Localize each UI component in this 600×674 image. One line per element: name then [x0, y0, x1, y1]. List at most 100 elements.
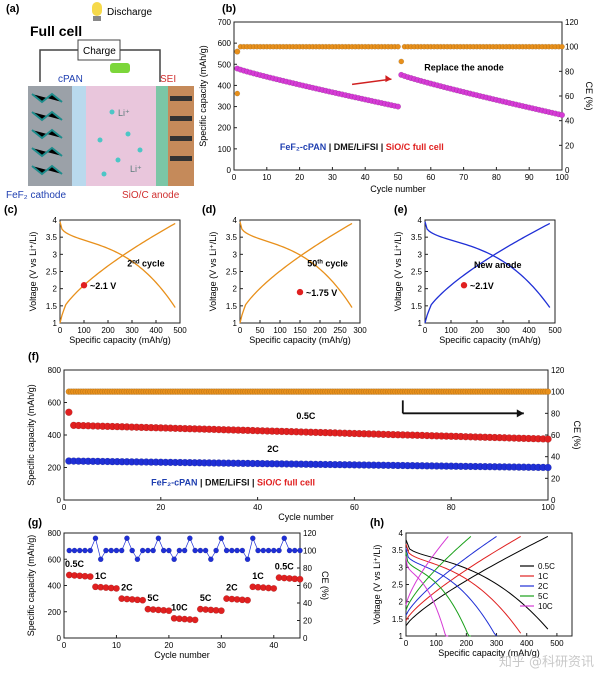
y-axis-label-b: Specific capacity (mAh/g) [198, 45, 208, 147]
ce-point-g [197, 547, 204, 554]
y2-axis-label-b: CE (%) [584, 82, 594, 111]
ce-point-g [234, 547, 240, 554]
rate-label-g: 0.5C [275, 562, 295, 572]
y2-tick-label-b: 100 [565, 43, 579, 52]
y-tick-label-h: 1.5 [392, 615, 404, 624]
y2-tick-label-g: 100 [303, 547, 317, 556]
y-tick-label-f: 200 [48, 464, 62, 473]
ce-point-g [260, 547, 267, 554]
y-tick-label-b: 300 [218, 103, 232, 112]
y2-tick-label-f: 40 [551, 453, 560, 462]
x-tick-label-b: 40 [361, 173, 370, 182]
anode-layer-pattern [170, 96, 192, 161]
x-tick-label-g: 30 [217, 641, 226, 650]
capacity-point-g [191, 616, 199, 624]
cycle-suffix-d: th [317, 259, 323, 265]
legend-f: FeF₂-cPAN | DME/LiFSI | SiO/C full cell [151, 478, 315, 488]
capacity-point-g [113, 584, 120, 592]
rate-label-g: 1C [252, 571, 264, 581]
x-tick-label-c: 400 [149, 326, 163, 335]
ce-point-g [124, 535, 130, 542]
panel-label-h: (h) [370, 517, 384, 529]
ce-point-g [66, 547, 73, 554]
rate-label-0.5c: 0.5C [296, 411, 316, 421]
discharge-label: Discharge [107, 7, 152, 18]
y2-tick-label-g: 0 [303, 634, 308, 643]
ce-point-g [82, 547, 88, 554]
x-axis-label-b: Cycle number [370, 184, 426, 194]
x-tick-label-d: 50 [256, 326, 265, 335]
panel-label-f: (f) [28, 351, 39, 363]
capacity-point-g [165, 607, 173, 615]
x-tick-label-h: 0 [404, 639, 409, 648]
x-tick-label-f: 40 [253, 503, 262, 512]
capacity-point-g [217, 607, 225, 615]
sei-label: SEI [160, 74, 176, 85]
cycle-word-d: cycle [323, 258, 348, 268]
ce-point-g [265, 547, 272, 554]
y-tick-label-d: 3.5 [226, 233, 238, 242]
x-tick-label-b: 0 [232, 173, 237, 182]
charge-curve-h [405, 536, 472, 611]
x-tick-label-e: 300 [496, 326, 510, 335]
ce-point-g [150, 547, 156, 554]
y2-tick-label-g: 60 [303, 582, 312, 591]
panel-label-b: (b) [222, 3, 236, 15]
x-tick-label-b: 10 [262, 173, 271, 182]
x-tick-label-c: 200 [101, 326, 115, 335]
bulb-icon [92, 2, 102, 16]
ce-point-g [202, 547, 209, 554]
legend-anode-b: SiO/C full cell [386, 142, 444, 152]
legend-label-h: 1C [538, 572, 548, 581]
legend-electrolyte-b: | DME/LiFSI | [326, 142, 386, 152]
x-tick-label-b: 60 [426, 173, 435, 182]
y2-tick-label-f: 120 [551, 366, 565, 375]
y-tick-label-c: 2 [53, 285, 58, 294]
legend-label-h: 0.5C [538, 562, 555, 571]
ce-point-g [208, 556, 214, 563]
ce-point-g [192, 547, 198, 554]
charge-curve-h [405, 536, 497, 616]
charge-curve-h [405, 536, 449, 606]
y-tick-label-d: 2.5 [226, 268, 238, 277]
y-tick-label-b: 100 [218, 145, 232, 154]
y-tick-label-h: 3.5 [392, 546, 404, 555]
x-tick-label-e: 200 [470, 326, 484, 335]
cycle-label-d: 50th cycle [307, 258, 348, 268]
y-tick-label-b: 500 [218, 60, 232, 69]
cycle-number-d: 50 [307, 258, 317, 268]
discharge-curve-h [405, 539, 549, 630]
panel-label-c: (c) [4, 204, 18, 216]
capacity-point-0.5c [544, 435, 552, 443]
y2-tick-label-f: 0 [551, 496, 556, 505]
rate-label-g: 5C [200, 593, 212, 603]
y-tick-label-g: 200 [48, 608, 62, 617]
x-tick-label-g: 10 [112, 641, 121, 650]
y-tick-label-h: 1 [399, 632, 404, 641]
ce-point-g [129, 547, 135, 554]
x-axis-label-f: Cycle number [278, 512, 334, 522]
discharge-curve-h [405, 556, 449, 637]
y-axis-label-g: Specific capacity (mAh/g) [26, 535, 36, 637]
y-tick-label-c: 3.5 [46, 233, 58, 242]
ce-point-b [398, 58, 405, 65]
ce-point-g [249, 535, 256, 542]
y2-tick-label-f: 20 [551, 474, 560, 483]
charge-curve-c [59, 222, 176, 324]
x-tick-label-e: 500 [548, 326, 562, 335]
x-tick-label-b: 90 [525, 173, 534, 182]
ce-point-g [181, 547, 188, 554]
x-tick-label-f: 0 [62, 503, 67, 512]
x-axis-label-g: Cycle number [154, 650, 210, 660]
discharge-curve-c [59, 221, 176, 308]
charge-curve-h [405, 535, 549, 627]
annotation-arrowhead-b [385, 75, 392, 83]
legend-cathode-f: FeF₂-cPAN [151, 478, 197, 488]
capacity-point-g [270, 584, 278, 592]
x-axis-label-h: Specific capacity (mAh/g) [438, 648, 540, 658]
